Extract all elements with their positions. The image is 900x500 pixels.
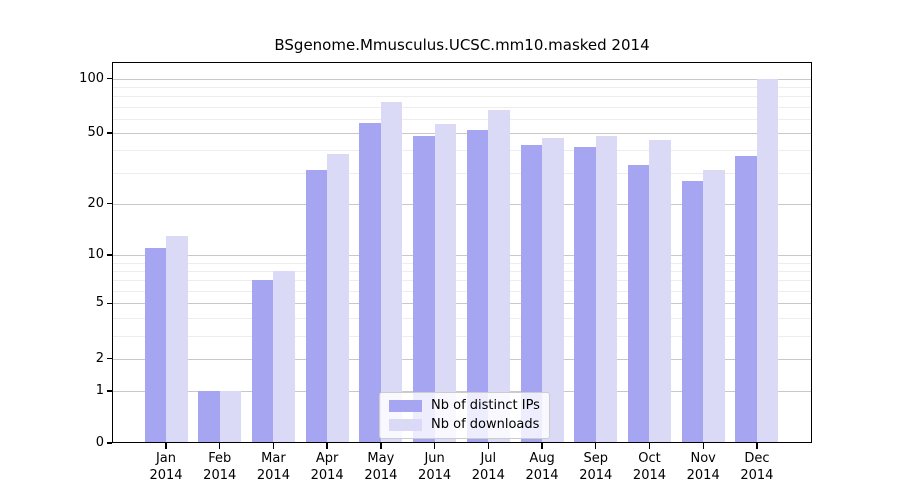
y-tick-label: 10 bbox=[87, 247, 104, 263]
minor-gridline bbox=[112, 118, 812, 120]
bar-dec-ips bbox=[735, 156, 757, 443]
bar-jul-ips bbox=[466, 129, 489, 443]
x-tick-mark bbox=[595, 443, 597, 449]
chart-title: BSgenome.Mmusculus.UCSC.mm10.masked 2014 bbox=[274, 36, 650, 54]
x-tick-mark bbox=[326, 443, 328, 449]
y-tick-mark bbox=[106, 302, 112, 305]
major-gridline bbox=[112, 203, 812, 205]
minor-gridline bbox=[112, 96, 812, 98]
bar-sep-ips bbox=[574, 146, 596, 443]
legend-item-downloads: Nb of downloads bbox=[389, 417, 540, 432]
minor-gridline bbox=[112, 280, 812, 282]
y-tick-label: 5 bbox=[95, 295, 104, 311]
x-tick-label: Feb 2014 bbox=[203, 451, 237, 483]
x-tick-mark bbox=[433, 443, 436, 449]
bar-apr-ips bbox=[305, 170, 328, 443]
bar-jun-downloads bbox=[434, 124, 457, 443]
y-tick-label: 50 bbox=[87, 125, 104, 141]
x-tick-mark bbox=[487, 443, 489, 449]
x-tick-mark bbox=[380, 443, 382, 449]
minor-gridline bbox=[112, 172, 812, 174]
x-tick-mark bbox=[165, 443, 167, 449]
y-tick-label: 1 bbox=[95, 382, 104, 398]
x-tick-label: Jan 2014 bbox=[149, 451, 183, 483]
x-tick-mark bbox=[648, 443, 651, 449]
x-tick-label: May 2014 bbox=[364, 451, 398, 483]
minor-gridline bbox=[112, 106, 812, 108]
y-tick-mark bbox=[106, 390, 112, 392]
y-tick-mark bbox=[106, 442, 112, 444]
major-gridline bbox=[112, 358, 812, 360]
x-tick-mark bbox=[219, 443, 221, 449]
bar-feb-ips bbox=[198, 390, 220, 443]
minor-gridline bbox=[112, 262, 812, 264]
minor-gridline bbox=[112, 86, 812, 88]
y-tick-label: 0 bbox=[95, 435, 104, 450]
bar-may-downloads bbox=[380, 102, 403, 443]
x-tick-label: Apr 2014 bbox=[310, 451, 344, 483]
y-tick-label: 100 bbox=[79, 70, 104, 86]
y-tick-label: 20 bbox=[87, 195, 104, 211]
y-tick-mark bbox=[106, 132, 112, 134]
x-tick-mark bbox=[541, 443, 543, 449]
x-tick-mark bbox=[272, 443, 275, 449]
y-tick-mark bbox=[106, 357, 112, 360]
bar-aug-downloads bbox=[542, 137, 564, 443]
x-tick-label: Mar 2014 bbox=[256, 451, 290, 483]
minor-gridline bbox=[112, 335, 812, 337]
legend-label-distinct-ips: Nb of distinct IPs bbox=[431, 398, 540, 413]
minor-gridline bbox=[112, 150, 812, 152]
bar-jun-ips bbox=[413, 136, 435, 443]
y-tick-mark bbox=[106, 202, 112, 205]
major-gridline bbox=[112, 255, 812, 257]
x-tick-label: Sep 2014 bbox=[579, 451, 613, 483]
bar-apr-downloads bbox=[327, 154, 349, 443]
bar-mar-ips bbox=[251, 280, 274, 443]
minor-gridline bbox=[112, 271, 812, 273]
x-tick-mark bbox=[702, 443, 704, 449]
bar-oct-downloads bbox=[649, 139, 671, 443]
bar-nov-downloads bbox=[703, 170, 725, 443]
minor-gridline bbox=[112, 291, 812, 293]
bar-jul-downloads bbox=[488, 110, 510, 443]
plot-area bbox=[112, 62, 812, 443]
y-tick-label: 2 bbox=[95, 350, 104, 366]
bar-dec-downloads bbox=[756, 78, 779, 443]
x-tick-label: Jun 2014 bbox=[418, 451, 452, 483]
y-tick-mark bbox=[106, 254, 112, 256]
major-gridline bbox=[112, 390, 812, 392]
x-tick-label: Nov 2014 bbox=[686, 451, 720, 483]
bar-oct-ips bbox=[627, 165, 650, 443]
legend-swatch-distinct-ips bbox=[389, 399, 422, 412]
y-tick-mark bbox=[106, 77, 112, 80]
bar-aug-ips bbox=[520, 144, 543, 443]
bar-sep-downloads bbox=[595, 136, 618, 443]
major-gridline bbox=[112, 133, 812, 135]
legend-label-downloads: Nb of downloads bbox=[431, 417, 540, 432]
legend-item-distinct-ips: Nb of distinct IPs bbox=[389, 398, 540, 413]
bar-jan-downloads bbox=[166, 235, 188, 443]
major-gridline bbox=[112, 303, 812, 305]
bar-jan-ips bbox=[144, 248, 166, 443]
x-tick-label: Jul 2014 bbox=[471, 451, 505, 483]
x-tick-label: Oct 2014 bbox=[632, 451, 667, 483]
legend-swatch-downloads bbox=[389, 418, 422, 431]
x-tick-label: Aug 2014 bbox=[525, 451, 559, 483]
minor-gridline bbox=[112, 317, 812, 319]
bar-nov-ips bbox=[681, 180, 704, 443]
bar-mar-downloads bbox=[273, 271, 295, 443]
major-gridline bbox=[112, 78, 812, 80]
bar-feb-downloads bbox=[219, 390, 242, 443]
legend: Nb of distinct IPs Nb of downloads bbox=[379, 392, 550, 439]
x-tick-mark bbox=[756, 443, 758, 449]
x-tick-label: Dec 2014 bbox=[740, 451, 774, 483]
bar-may-ips bbox=[359, 122, 381, 443]
